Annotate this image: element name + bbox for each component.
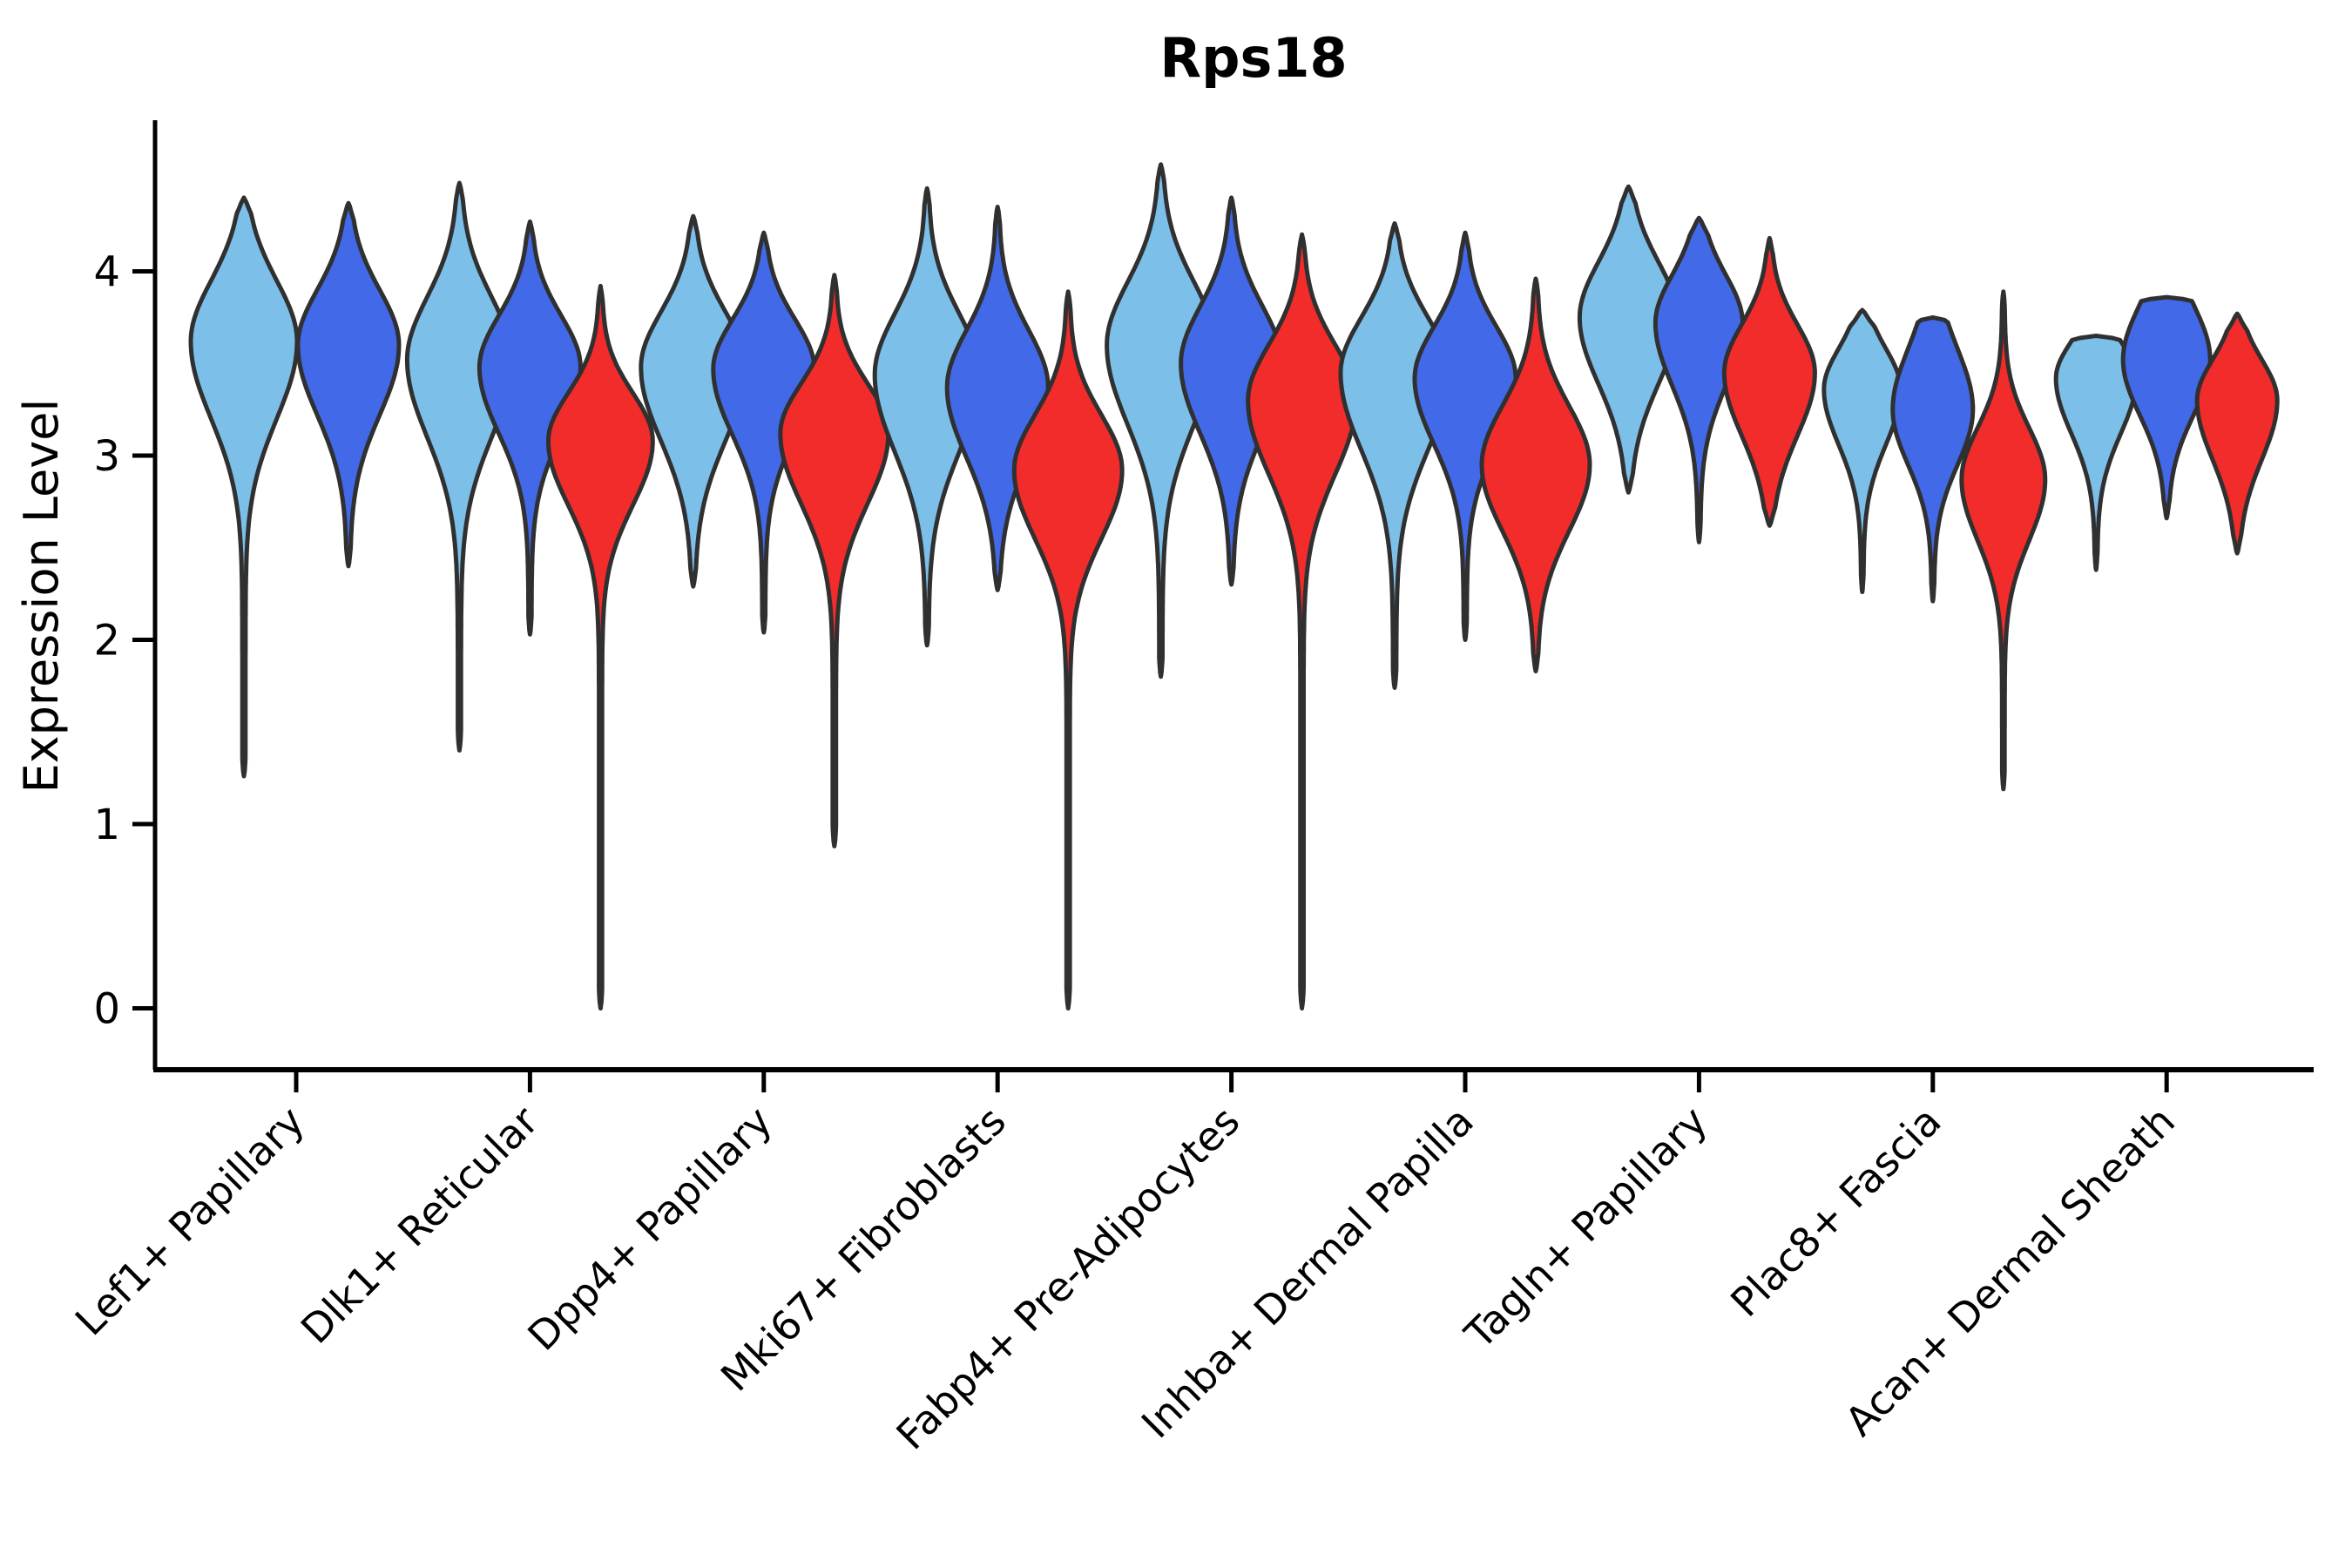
x-tick-label: Dlk1+ Reticular bbox=[292, 1098, 547, 1353]
violin-1-red bbox=[546, 283, 655, 1010]
violin-3-light_blue bbox=[872, 186, 982, 648]
violin-8-royal_blue bbox=[2120, 294, 2213, 521]
x-tick-label: Tagln+ Papillary bbox=[1456, 1098, 1717, 1359]
x-tick-label: Lef1+ Papillary bbox=[66, 1098, 314, 1345]
x-tick-label: Plac8+ Fascia bbox=[1721, 1098, 1950, 1326]
violin-5-red bbox=[1479, 276, 1592, 673]
y-tick-label: 2 bbox=[93, 617, 120, 666]
y-tick-label: 0 bbox=[93, 985, 120, 1034]
y-tick-label: 4 bbox=[93, 248, 120, 297]
y-tick-label: 3 bbox=[93, 432, 120, 481]
violin-4-royal_blue bbox=[1179, 195, 1285, 587]
violin-2-light_blue bbox=[639, 213, 748, 589]
violin-5-light_blue bbox=[1338, 221, 1451, 690]
violin-6-red bbox=[1721, 235, 1817, 528]
violin-6-royal_blue bbox=[1652, 215, 1745, 544]
violin-8-light_blue bbox=[2053, 334, 2139, 572]
y-tick-label: 1 bbox=[93, 801, 120, 849]
violin-0-light_blue bbox=[188, 195, 300, 779]
violin-2-royal_blue bbox=[711, 230, 817, 635]
violin-5-royal_blue bbox=[1412, 230, 1518, 642]
violin-4-red bbox=[1246, 232, 1358, 1010]
violin-0-royal_blue bbox=[295, 200, 402, 569]
violin-7-royal_blue bbox=[1890, 314, 1976, 604]
y-axis-label: Expression Level bbox=[14, 399, 69, 794]
violin-7-red bbox=[1959, 289, 2048, 792]
violin-1-light_blue bbox=[404, 180, 514, 753]
violin-6-light_blue bbox=[1577, 184, 1680, 495]
violin-2-red bbox=[778, 273, 891, 848]
violins-layer bbox=[188, 162, 2280, 1010]
violin-7-light_blue bbox=[1821, 308, 1903, 594]
x-tick-label: Dpp4+ Papillary bbox=[518, 1098, 781, 1360]
violin-4-light_blue bbox=[1105, 162, 1218, 679]
violin-8-red bbox=[2194, 311, 2280, 556]
violin-3-red bbox=[1011, 289, 1125, 1010]
violin-1-royal_blue bbox=[476, 219, 583, 637]
chart-title: Rps18 bbox=[1159, 26, 1347, 90]
